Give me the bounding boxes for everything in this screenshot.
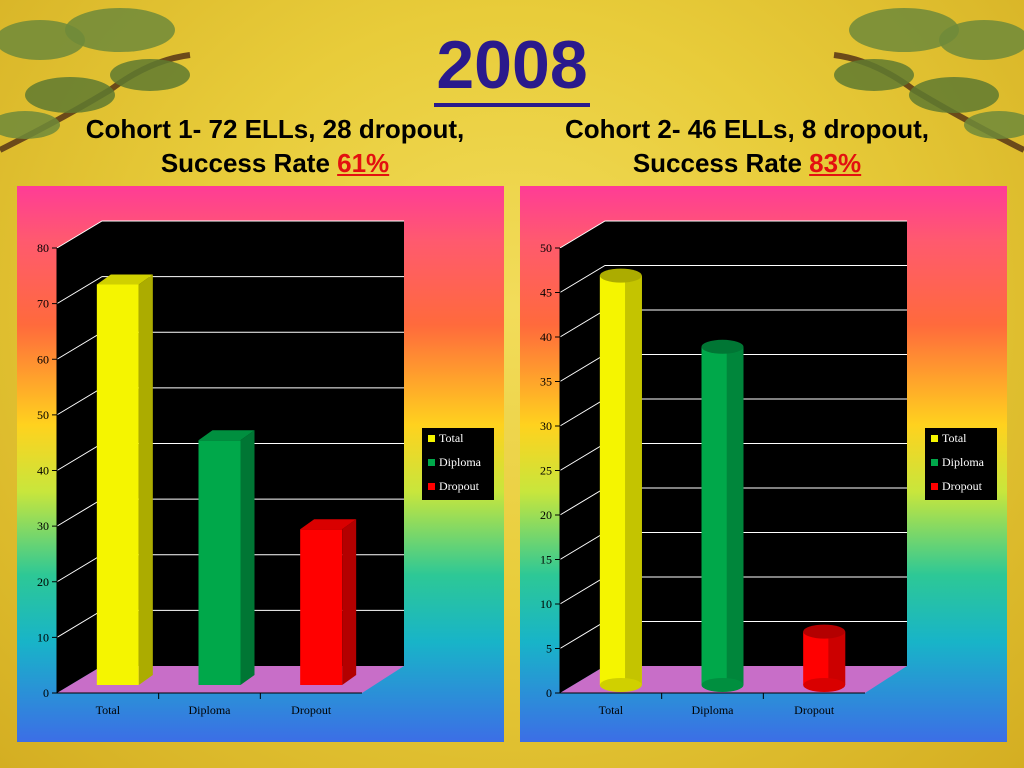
cohort-2-bar-base (803, 678, 846, 692)
cohort-2-bar-shade (828, 631, 846, 685)
cohort-1-y-tick-label: 20 (37, 575, 49, 589)
cohort-2-y-tick-label: 15 (540, 553, 552, 567)
cohort-1-success-rate: 61% (337, 148, 390, 178)
pine-branch-left-decoration (0, 8, 191, 153)
cohort-1-bar-side (342, 519, 357, 685)
cohort-2-rate-prefix: Success Rate (632, 148, 810, 178)
cohort-1-gridline (56, 220, 404, 249)
cohort-2-success-rate: 83% (809, 148, 862, 178)
cohort-2-legend-swatch (931, 459, 938, 466)
slide-title-text: 2008 (434, 27, 590, 107)
cohort-2-y-tick-label: 35 (540, 375, 552, 389)
cohort-1-x-tick-label: Total (96, 703, 121, 717)
cohort-1-gridline (56, 276, 404, 305)
cohort-1-y-tick-label: 0 (43, 686, 49, 700)
cohort-1-y-tick-label: 10 (37, 630, 49, 644)
cohort-2-y-tick-label: 50 (540, 241, 552, 255)
cohort-1-x-tick-label: Diploma (189, 703, 232, 717)
cohort-2-title-line1: Cohort 2- 46 ELLs, 8 dropout, (564, 114, 929, 144)
cohort-2-legend-swatch (931, 483, 938, 490)
cohort-2-bar-dropout (803, 624, 846, 692)
cohort-2-y-tick-label: 30 (540, 419, 552, 433)
cohort-1-legend: Total Diploma Dropout (422, 428, 494, 500)
cohort-2-gridline (559, 265, 907, 293)
cohort-2-bar-shade (726, 346, 744, 685)
cohort-1-y-tick-label: 50 (37, 408, 49, 422)
cohort-2-legend-label: Diploma (942, 455, 985, 469)
cohort-2-legend-swatch (931, 435, 938, 442)
cohort-2-legend-label: Dropout (942, 479, 983, 493)
cohort-1-bar-diploma (198, 430, 255, 685)
cohort-1-y-tick-label: 80 (37, 241, 49, 255)
cohort-2-x-tick-label: Total (599, 703, 624, 717)
cohort-1-bar-side (138, 274, 153, 685)
cohort-1-title-line2: Success Rate 61% (40, 146, 510, 180)
cohort-2-y-tick-label: 0 (546, 686, 552, 700)
cohort-1-y-tick-label: 40 (37, 464, 49, 478)
cohort-2-bar-top (803, 624, 846, 639)
cohort-2-chart-panel: 0 5 10 15 20 25 30 35 40 45 50 Total Diploma Dropout T… (520, 186, 1007, 742)
cohort-2-bar-base (701, 678, 744, 692)
pine-branch-right-decoration (833, 8, 1024, 153)
cohort-2-title-line2: Success Rate 83% (512, 146, 982, 180)
cohort-1-bar-front (198, 440, 241, 685)
cohort-2-bar-shade (625, 275, 642, 685)
cohort-2-y-tick-label: 5 (546, 642, 552, 656)
cohort-1-bar-dropout (300, 519, 357, 685)
cohort-2-y-tick-label: 40 (540, 330, 552, 344)
cohort-2-y-tick-label: 45 (540, 286, 552, 300)
cohort-1-legend-swatch (428, 483, 435, 490)
cohort-1-legend-swatch (428, 459, 435, 466)
cohort-1-bar-top (96, 274, 153, 285)
cohort-1-bar-top (300, 519, 357, 530)
cohort-2-x-tick-label: Dropout (794, 703, 835, 717)
slide-title: 2008 (0, 26, 1024, 107)
cohort-2-title: Cohort 2- 46 ELLs, 8 dropout, Success Ra… (512, 112, 982, 180)
cohort-1-legend-label: Dropout (439, 479, 480, 493)
cohort-1-bar-front (300, 529, 343, 685)
cohort-2-y-tick-label: 25 (540, 464, 552, 478)
cohort-1-title-line1: Cohort 1- 72 ELLs, 28 dropout, (85, 114, 465, 144)
cohort-1-legend-label: Total (439, 431, 464, 445)
cohort-2-legend-label: Total (942, 431, 967, 445)
cohort-1-title: Cohort 1- 72 ELLs, 28 dropout, Success R… (40, 112, 510, 180)
cohort-2-legend: Total Diploma Dropout (925, 428, 997, 500)
cohort-1-rate-prefix: Success Rate (160, 148, 338, 178)
cohort-2-bar-diploma (701, 339, 744, 692)
cohort-2-y-tick-label: 20 (540, 508, 552, 522)
cohort-1-legend-label: Diploma (439, 455, 482, 469)
cohort-1-y-tick-label: 70 (37, 297, 49, 311)
cohort-1-y-tick-label: 30 (37, 519, 49, 533)
cohort-1-bar-front (96, 284, 139, 685)
cohort-2-bar-base (599, 678, 642, 692)
cohort-1-chart-panel: 0 10 20 30 40 50 60 70 80 Total Diploma Dropout Tota… (17, 186, 504, 742)
cohort-2-y-tick-label: 10 (540, 597, 552, 611)
cohort-1-bar-side (240, 430, 255, 685)
cohort-2-bar-total (599, 268, 642, 692)
cohort-1-bar-total (96, 274, 153, 685)
cohort-1-legend-swatch (428, 435, 435, 442)
cohort-1-y-tick-label: 60 (37, 352, 49, 366)
cohort-2-gridline (559, 220, 907, 249)
cohort-2-bar-top (701, 339, 744, 354)
cohort-1-x-tick-label: Dropout (291, 703, 332, 717)
cohort-2-x-tick-label: Diploma (692, 703, 735, 717)
cohort-1-bar-top (198, 430, 255, 441)
cohort-2-bar-top (599, 268, 642, 283)
